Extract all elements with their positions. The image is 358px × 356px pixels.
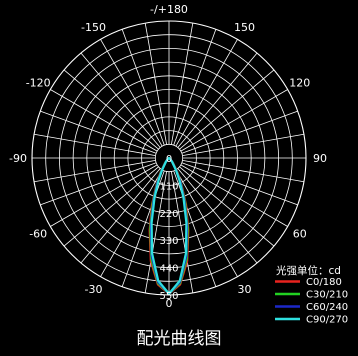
grid-spoke	[179, 166, 275, 247]
grid-spoke	[100, 39, 163, 147]
angle-label: -150	[81, 21, 106, 34]
radial-tick-label: 440	[159, 264, 178, 275]
grid-spoke	[50, 164, 158, 227]
intensity-curves	[148, 156, 190, 295]
grid-spoke	[40, 110, 157, 154]
legend-title: 光强单位：cd	[276, 264, 341, 277]
legend-label: C0/180	[306, 277, 342, 288]
grid-spoke	[170, 23, 194, 145]
angle-label: 150	[234, 21, 255, 34]
radial-tick-label: 0	[166, 154, 172, 165]
angle-label: -30	[85, 283, 103, 296]
radial-tick-label: 330	[159, 236, 178, 247]
angle-labels: -/+180 150 120 90 60 30 0 -30 -60 -90 -120 -150	[9, 3, 327, 310]
legend-label: C30/210	[306, 290, 348, 301]
radial-tick-label: 220	[159, 209, 178, 220]
angle-label: -120	[26, 77, 51, 90]
angle-label: 0	[166, 297, 173, 310]
grid-spoke	[181, 162, 298, 206]
grid-spoke	[182, 133, 304, 157]
grid-spoke	[63, 166, 159, 247]
angle-label: -60	[29, 228, 47, 241]
grid-spoke	[50, 89, 158, 152]
grid-spoke	[181, 110, 298, 154]
legend-label: C90/270	[306, 315, 348, 326]
angle-label: 90	[313, 152, 327, 165]
grid-spoke	[177, 52, 258, 148]
grid-spoke	[179, 69, 275, 150]
radial-tick-label: 110	[159, 181, 178, 192]
grid-spoke	[144, 23, 168, 145]
grid-spoke	[180, 89, 288, 152]
legend-label: C60/240	[306, 302, 348, 313]
angle-label: -90	[9, 152, 27, 165]
grid-spoke	[182, 159, 304, 183]
chart-title: 配光曲线图	[137, 329, 222, 349]
grid-spoke	[80, 168, 161, 264]
angle-label: 60	[293, 228, 307, 241]
grid-spoke	[34, 133, 156, 157]
polar-grid	[31, 20, 307, 296]
grid-spoke	[175, 39, 238, 147]
angle-label: 30	[238, 283, 252, 296]
grid-spoke	[40, 162, 157, 206]
grid-spoke	[173, 29, 217, 146]
series-curve-C90-270	[150, 156, 188, 295]
angle-label: 120	[289, 77, 310, 90]
grid-spoke	[63, 69, 159, 150]
grid-spoke	[121, 29, 165, 146]
grid-spoke	[100, 169, 163, 277]
grid-spoke	[144, 171, 168, 293]
grid-spoke	[80, 52, 161, 148]
grid-spoke	[180, 164, 288, 227]
grid-spoke	[175, 169, 238, 277]
grid-spoke	[177, 168, 258, 264]
radial-tick-labels: 0 110 220 330 440 550	[159, 154, 178, 302]
angle-label: -/+180	[150, 3, 188, 16]
radial-tick-label: 550	[159, 291, 178, 302]
grid-spoke	[170, 171, 194, 293]
grid-spoke	[34, 159, 156, 183]
